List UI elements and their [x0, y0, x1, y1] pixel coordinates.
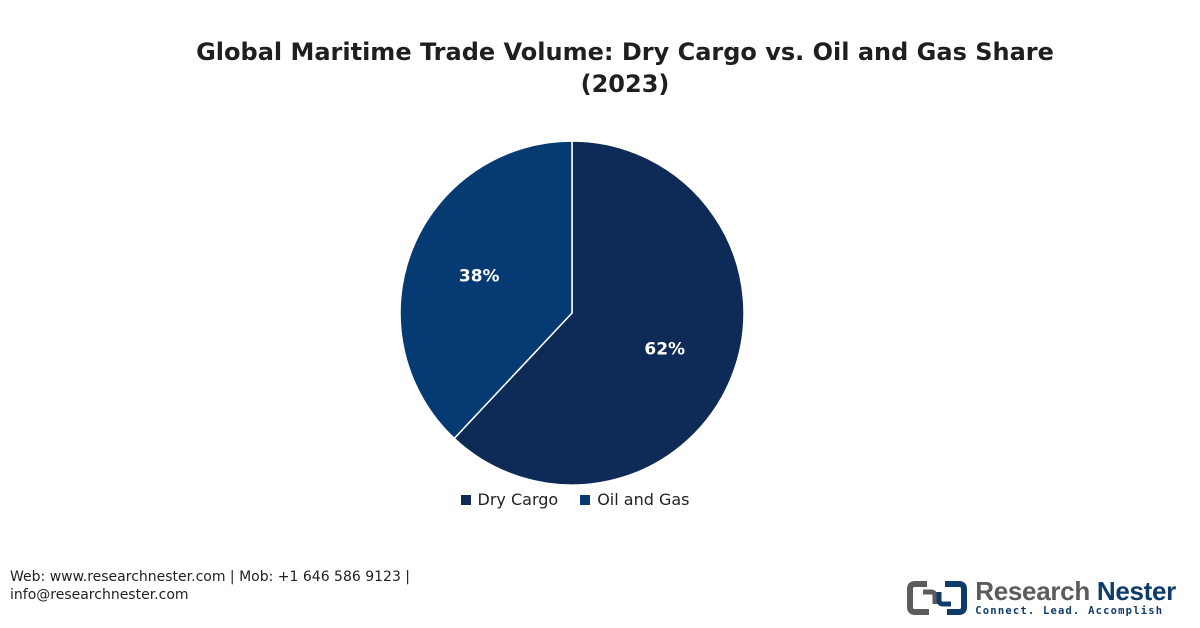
pie-slice-dry-cargo [453, 140, 745, 486]
brand-name-part-2: Nester [1096, 576, 1176, 606]
legend-label: Dry Cargo [477, 490, 559, 509]
chart-title: Global Maritime Trade Volume: Dry Cargo … [150, 36, 1100, 100]
brand-logo: Research Nester Connect. Lead. Accomplis… [907, 578, 1176, 617]
footer-contact: Web: www.researchnester.com | Mob: +1 64… [10, 568, 410, 604]
legend-swatch [580, 494, 591, 505]
pie-label-oil-and-gas: 38% [459, 266, 500, 286]
brand-name: Research Nester [975, 578, 1176, 604]
footer-contact-line-1: Web: www.researchnester.com | Mob: +1 64… [10, 569, 411, 585]
legend-swatch [460, 494, 471, 505]
pie-label-dry-cargo: 62% [644, 340, 685, 360]
chart-title-line-2: (2023) [580, 70, 670, 98]
legend-item-oil-and-gas: Oil and Gas [580, 490, 689, 509]
brand-tagline: Connect. Lead. Accomplish [975, 605, 1164, 617]
footer-contact-line-2: info@researchnester.com [10, 587, 189, 603]
chart-title-line-1: Global Maritime Trade Volume: Dry Cargo … [196, 38, 1054, 66]
brand-mark-icon [907, 580, 968, 615]
legend-label: Oil and Gas [597, 490, 690, 509]
pie-slice-oil-and-gas [399, 140, 573, 440]
chart-legend: Dry Cargo Oil and Gas [0, 490, 1150, 509]
legend-item-dry-cargo: Dry Cargo [460, 490, 559, 509]
brand-name-part-1: Research [975, 576, 1097, 606]
